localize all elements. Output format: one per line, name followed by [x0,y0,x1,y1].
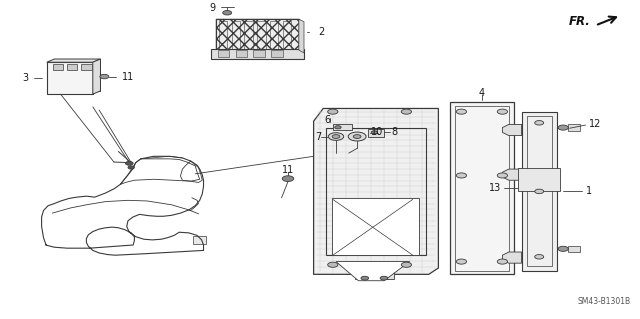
Bar [568,124,580,131]
Bar [450,102,514,274]
Circle shape [535,121,544,125]
Bar [232,21,240,50]
Circle shape [401,262,412,267]
Polygon shape [93,59,100,94]
Bar [355,271,394,279]
Bar [54,59,100,91]
Circle shape [535,255,544,259]
Polygon shape [502,252,522,263]
Circle shape [348,132,366,141]
Text: 13: 13 [489,183,501,193]
Circle shape [497,173,508,178]
Bar [218,50,229,57]
Polygon shape [299,19,304,53]
Circle shape [332,135,340,138]
Circle shape [282,176,294,182]
Text: 7: 7 [315,131,321,142]
Polygon shape [502,124,522,136]
Circle shape [335,126,341,129]
Circle shape [223,11,232,15]
Bar [216,19,299,50]
Bar [568,246,580,252]
Circle shape [456,173,467,178]
Bar [253,50,265,57]
Polygon shape [502,169,522,180]
Text: 1: 1 [586,186,592,197]
Circle shape [100,74,109,79]
Circle shape [535,189,544,194]
Circle shape [401,109,412,114]
Circle shape [380,276,388,280]
Text: 8: 8 [392,127,398,137]
Bar [271,50,283,57]
Bar [236,50,247,57]
Bar [257,21,266,50]
Text: 11: 11 [122,71,134,82]
Text: 3: 3 [22,73,29,83]
Circle shape [497,109,508,114]
Bar [270,21,278,50]
Circle shape [361,276,369,280]
Bar [53,64,63,70]
Circle shape [353,135,361,138]
Text: 11: 11 [282,165,294,175]
Text: 2: 2 [318,26,324,37]
Circle shape [328,262,338,267]
Circle shape [128,166,134,169]
Circle shape [328,109,338,114]
Polygon shape [47,59,100,62]
Text: FR.: FR. [568,15,590,28]
Bar [527,116,552,266]
Bar [332,198,419,255]
Bar [326,128,426,255]
Circle shape [125,161,133,165]
Circle shape [456,109,467,114]
Text: 9: 9 [209,3,216,13]
Text: SM43-B1301B: SM43-B1301B [577,297,630,306]
Circle shape [497,259,508,264]
Bar [216,19,299,50]
Circle shape [558,246,568,251]
Circle shape [371,131,378,134]
Bar [455,106,509,271]
Text: 10: 10 [371,127,383,137]
Circle shape [558,125,568,130]
Polygon shape [314,108,438,274]
Bar [283,21,291,50]
Bar [244,21,253,50]
Bar [211,49,304,59]
Polygon shape [336,262,410,281]
Bar [368,129,384,137]
Text: 4: 4 [479,88,485,98]
Circle shape [328,133,344,140]
Text: 6: 6 [324,115,331,125]
Bar [522,112,557,271]
Circle shape [456,259,467,264]
Bar [67,64,77,70]
Bar [47,62,93,94]
Bar [81,64,92,70]
Bar [219,21,227,50]
Bar [193,236,206,244]
Text: 12: 12 [589,119,601,130]
Bar [333,124,352,130]
Bar [518,168,560,191]
